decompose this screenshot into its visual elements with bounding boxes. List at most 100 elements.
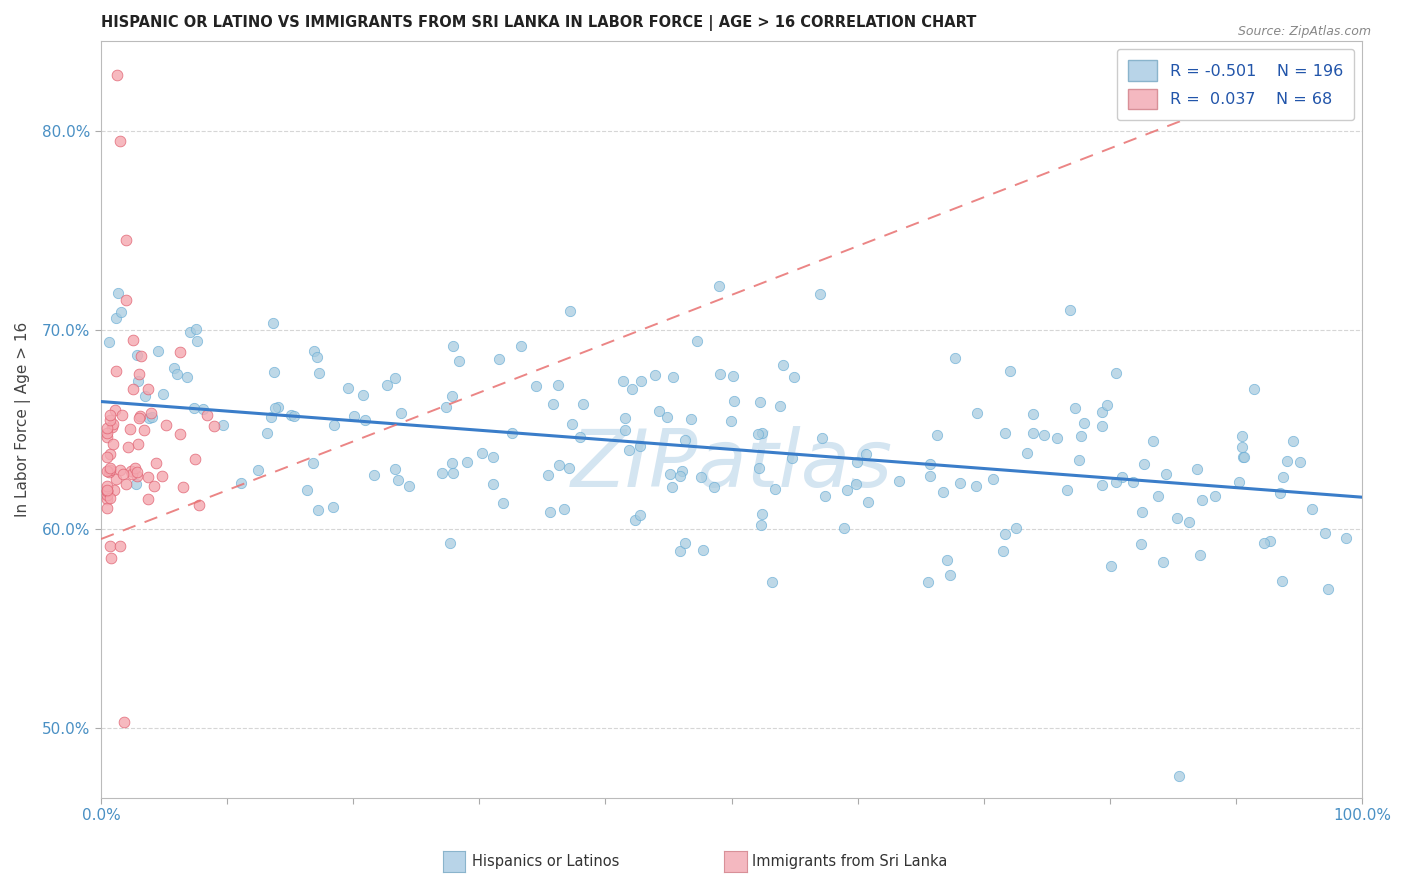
Point bbox=[751, 507, 773, 521]
Point bbox=[183, 401, 205, 415]
Point bbox=[263, 365, 285, 379]
Y-axis label: In Labor Force | Age > 16: In Labor Force | Age > 16 bbox=[15, 322, 31, 517]
Text: Source: ZipAtlas.com: Source: ZipAtlas.com bbox=[1237, 25, 1371, 38]
Point bbox=[136, 470, 159, 484]
Point bbox=[96, 464, 118, 478]
Point bbox=[441, 339, 464, 353]
Point bbox=[855, 447, 877, 461]
Point bbox=[482, 450, 505, 464]
Point bbox=[538, 505, 561, 519]
Point bbox=[191, 401, 214, 416]
Point bbox=[96, 430, 118, 444]
Point bbox=[264, 401, 287, 416]
Point bbox=[918, 469, 941, 483]
Point bbox=[115, 293, 138, 307]
Point bbox=[620, 382, 643, 396]
Point bbox=[749, 517, 772, 532]
Point bbox=[101, 420, 124, 434]
Point bbox=[709, 367, 731, 381]
Point bbox=[211, 418, 233, 433]
Point bbox=[166, 367, 188, 381]
Point bbox=[749, 395, 772, 409]
Point bbox=[115, 233, 138, 247]
Point bbox=[256, 425, 278, 440]
Point bbox=[931, 484, 953, 499]
Point bbox=[384, 462, 406, 476]
Point bbox=[188, 499, 211, 513]
Point bbox=[612, 374, 634, 388]
Point bbox=[692, 543, 714, 558]
Point bbox=[155, 417, 177, 432]
Point bbox=[387, 473, 409, 487]
Point bbox=[1204, 489, 1226, 503]
Point bbox=[322, 500, 344, 514]
Point bbox=[1017, 446, 1039, 460]
Point bbox=[669, 469, 692, 483]
Point bbox=[152, 386, 174, 401]
Point bbox=[145, 456, 167, 470]
Point bbox=[343, 409, 366, 424]
Point bbox=[98, 335, 121, 350]
Point bbox=[384, 371, 406, 385]
Point bbox=[1005, 521, 1028, 535]
Point bbox=[389, 406, 412, 420]
Point bbox=[115, 477, 138, 491]
Point bbox=[553, 502, 575, 516]
Point bbox=[655, 409, 678, 424]
Point bbox=[96, 479, 118, 493]
Point bbox=[647, 404, 669, 418]
Point bbox=[1091, 419, 1114, 434]
Point bbox=[471, 446, 494, 460]
Point bbox=[1185, 462, 1208, 476]
Point bbox=[96, 421, 118, 435]
Point bbox=[661, 480, 683, 494]
Point bbox=[1243, 382, 1265, 396]
Point bbox=[935, 552, 957, 566]
Point bbox=[302, 456, 325, 470]
Point bbox=[675, 536, 697, 550]
Point bbox=[1282, 434, 1305, 448]
Point bbox=[492, 496, 515, 510]
Point bbox=[127, 348, 149, 362]
Point bbox=[751, 426, 773, 441]
Point bbox=[96, 484, 118, 499]
Point bbox=[659, 467, 682, 481]
Point bbox=[721, 368, 744, 383]
Point bbox=[122, 382, 145, 396]
Point bbox=[832, 521, 855, 535]
Point bbox=[1268, 486, 1291, 500]
Point bbox=[150, 468, 173, 483]
Point bbox=[1233, 450, 1256, 464]
Point bbox=[614, 423, 637, 437]
Point bbox=[98, 412, 121, 426]
Point bbox=[336, 381, 359, 395]
Point bbox=[125, 476, 148, 491]
Point bbox=[547, 458, 569, 472]
Point bbox=[1191, 493, 1213, 508]
Point bbox=[128, 367, 150, 381]
Point bbox=[1232, 450, 1254, 465]
Point bbox=[169, 426, 191, 441]
Point bbox=[1121, 475, 1143, 490]
Point bbox=[1095, 398, 1118, 412]
Point bbox=[246, 463, 269, 477]
Point bbox=[112, 715, 135, 730]
Point bbox=[1232, 428, 1254, 442]
Point bbox=[96, 488, 118, 502]
Point bbox=[456, 455, 478, 469]
Point bbox=[782, 369, 804, 384]
Point bbox=[142, 479, 165, 493]
Point bbox=[283, 409, 305, 423]
Point bbox=[110, 540, 132, 554]
Point bbox=[262, 317, 284, 331]
Point bbox=[117, 440, 139, 454]
Point bbox=[98, 448, 121, 462]
Point bbox=[1336, 532, 1358, 546]
Point bbox=[108, 462, 131, 476]
Point bbox=[1111, 470, 1133, 484]
Point bbox=[1022, 425, 1045, 440]
Point bbox=[561, 417, 583, 432]
Point bbox=[186, 322, 208, 336]
Point bbox=[110, 305, 132, 319]
Point bbox=[991, 543, 1014, 558]
